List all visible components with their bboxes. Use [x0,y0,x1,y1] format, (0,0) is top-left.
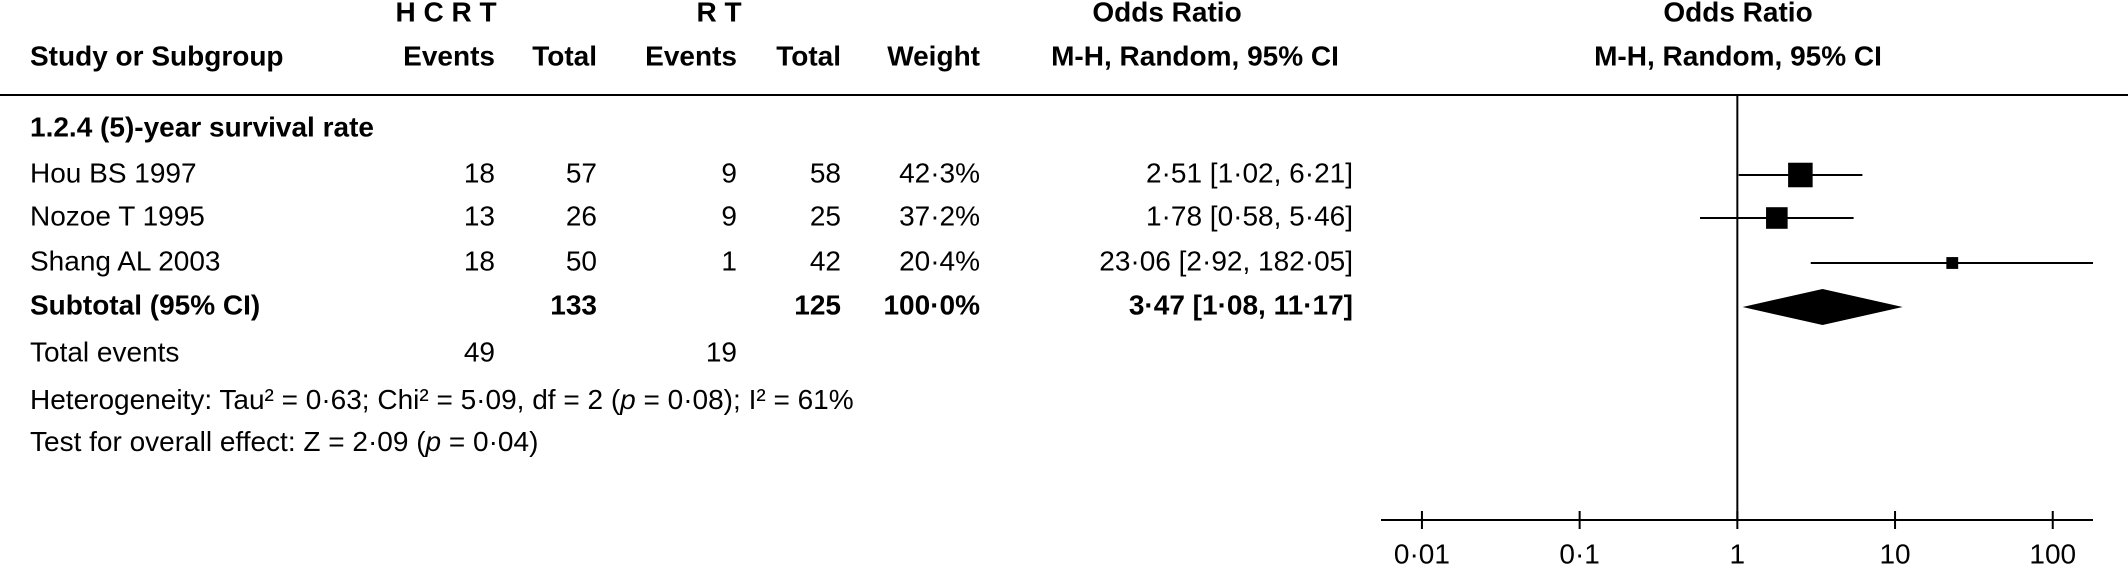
subtotal-cell: 100·0% [883,289,980,320]
heterogeneity: Heterogeneity: Tau² = 0·63; Chi² = 5·09,… [30,384,854,415]
table-cell: 26 [566,200,597,231]
column-header: Total [776,40,841,71]
chart-subtitle: M-H, Random, 95% CI [1594,40,1882,71]
table-cell: 2·51 [1·02, 6·21] [1146,157,1353,188]
text: Heterogeneity: Tau² = 0·63; Chi² = 5·09,… [30,384,621,415]
column-header: Weight [887,40,980,71]
effect-box [1946,257,1959,269]
column-header: Events [645,40,737,71]
chart-title: Odds Ratio [1663,0,1812,27]
text: p [425,426,442,457]
group-header: H C R T [395,0,496,27]
column-header: Total [532,40,597,71]
subtotal-diamond [1742,289,1903,325]
subtotal-label: Subtotal (95% CI) [30,289,260,320]
table-cell: 42 [810,245,841,276]
table-cell: 1·78 [0·58, 5·46] [1146,200,1353,231]
table-cell: Hou BS 1997 [30,157,197,188]
table-cell: 9 [721,157,737,188]
subtotal-cell: 133 [550,289,597,320]
table-cell: Nozoe T 1995 [30,200,205,231]
table-cell: 50 [566,245,597,276]
x-tick-label: 1 [1730,538,1746,569]
total-events-cell: 49 [464,336,495,367]
text: = 0·08); I² = 61% [636,384,854,415]
table-cell: 13 [464,200,495,231]
column-header: Events [403,40,495,71]
total-events-label: Total events [30,336,179,367]
effect-box [1766,207,1788,229]
table-cell: 25 [810,200,841,231]
group-header: R T [696,0,741,27]
x-tick-label: 10 [1879,538,1910,569]
table-cell: 18 [464,157,495,188]
table-cell: Shang AL 2003 [30,245,220,276]
x-tick-label: 0·1 [1559,538,1599,569]
column-header: Odds Ratio [1092,0,1241,27]
text: = 0·04) [441,426,538,457]
total-events-cell: 19 [706,336,737,367]
table-cell: 37·2% [899,200,980,231]
text: Test for overall effect: Z = 2·09 ( [30,426,426,457]
table-cell: 57 [566,157,597,188]
table-cell: 9 [721,200,737,231]
x-tick-label: 100 [2029,538,2076,569]
text: p [619,384,636,415]
table-cell: 23·06 [2·92, 182·05] [1099,245,1353,276]
overall-effect: Test for overall effect: Z = 2·09 (p = 0… [30,426,538,457]
table-cell: 18 [464,245,495,276]
x-tick-label: 0·01 [1394,538,1450,569]
subtotal-cell: 3·47 [1·08, 11·17] [1129,289,1353,320]
table-cell: 1 [721,245,737,276]
table-cell: 20·4% [899,245,980,276]
table-cell: 42·3% [899,157,980,188]
column-header: M-H, Random, 95% CI [1051,40,1339,71]
subgroup-label: 1.2.4 (5)-year survival rate [30,111,374,142]
table-cell: 58 [810,157,841,188]
subtotal-cell: 125 [794,289,841,320]
column-header: Study or Subgroup [30,40,284,71]
effect-box [1788,162,1813,188]
